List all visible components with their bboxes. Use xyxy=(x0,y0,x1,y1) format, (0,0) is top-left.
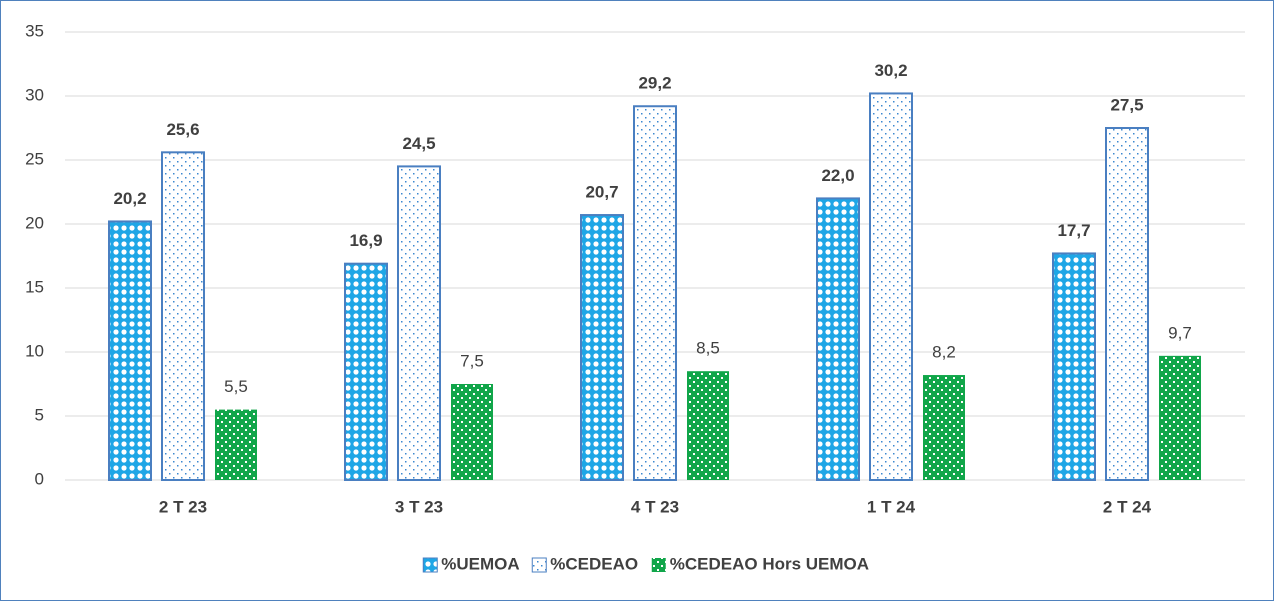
data-label: 7,5 xyxy=(460,351,484,370)
data-label: 27,5 xyxy=(1110,95,1143,114)
x-tick-label: 3 T 23 xyxy=(395,497,443,516)
data-label: 25,6 xyxy=(166,120,199,139)
y-tick-label: 15 xyxy=(25,277,44,296)
data-label: 8,5 xyxy=(696,339,720,358)
legend-swatch xyxy=(651,558,666,572)
legend-swatch xyxy=(422,557,438,573)
bar xyxy=(816,197,860,481)
y-tick-label: 10 xyxy=(25,341,44,360)
y-tick-label: 20 xyxy=(25,213,44,232)
legend-swatch xyxy=(531,557,547,573)
x-tick-label: 1 T 24 xyxy=(867,497,916,516)
y-tick-label: 35 xyxy=(25,21,44,40)
bar xyxy=(869,92,913,481)
bar xyxy=(161,151,205,481)
bar xyxy=(1105,127,1149,481)
y-tick-label: 30 xyxy=(25,85,44,104)
data-label: 17,7 xyxy=(1057,221,1090,240)
data-label: 20,7 xyxy=(585,183,618,202)
bar xyxy=(108,220,152,481)
bar xyxy=(1052,252,1096,481)
data-label: 9,7 xyxy=(1168,323,1192,342)
data-label: 30,2 xyxy=(874,61,907,80)
bar xyxy=(687,371,729,480)
bar xyxy=(923,375,965,480)
data-label: 29,2 xyxy=(638,74,671,93)
data-label: 22,0 xyxy=(821,166,854,185)
bar xyxy=(580,214,624,481)
legend-label: %UEMOA xyxy=(441,554,519,573)
data-label: 16,9 xyxy=(349,231,382,250)
legend-label: %CEDEAO xyxy=(550,554,638,573)
bar xyxy=(397,165,441,481)
bar xyxy=(215,409,257,480)
x-tick-label: 4 T 23 xyxy=(631,497,679,516)
y-tick-label: 25 xyxy=(25,149,44,168)
data-label: 20,2 xyxy=(113,189,146,208)
y-tick-label: 5 xyxy=(35,405,44,424)
data-label: 5,5 xyxy=(224,377,248,396)
bar xyxy=(344,262,388,481)
data-label: 24,5 xyxy=(402,134,435,153)
legend-label: %CEDEAO Hors UEMOA xyxy=(670,554,869,573)
x-tick-label: 2 T 24 xyxy=(1103,497,1152,516)
bar xyxy=(1159,355,1201,480)
data-label: 8,2 xyxy=(932,343,956,362)
bar xyxy=(633,105,677,482)
bar xyxy=(451,384,493,480)
y-tick-label: 0 xyxy=(35,469,44,488)
x-tick-label: 2 T 23 xyxy=(159,497,207,516)
